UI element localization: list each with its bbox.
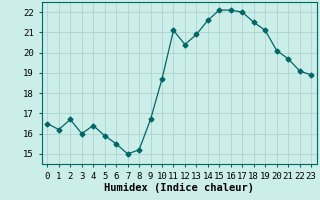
X-axis label: Humidex (Indice chaleur): Humidex (Indice chaleur) bbox=[104, 183, 254, 193]
